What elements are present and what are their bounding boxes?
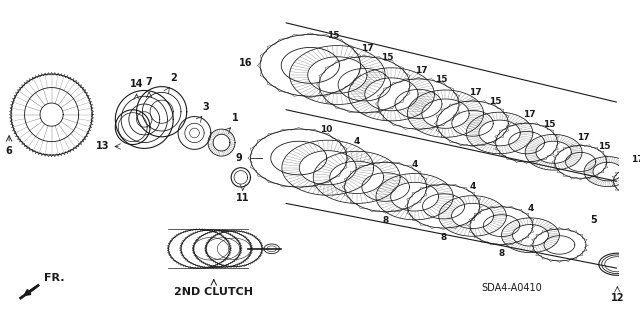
Text: 15: 15 [327,31,340,40]
Text: 8: 8 [499,249,504,258]
Text: 17: 17 [415,66,428,75]
Text: 17: 17 [577,133,590,142]
Text: 9: 9 [236,153,243,163]
Text: 11: 11 [236,193,250,203]
Text: 4: 4 [469,182,476,191]
Text: 4: 4 [527,204,534,213]
Text: FR.: FR. [44,273,65,283]
Text: 5: 5 [590,215,596,225]
Text: 10: 10 [319,125,332,134]
Text: 16: 16 [239,58,252,69]
Text: 17: 17 [361,44,374,53]
Text: 17: 17 [631,155,640,164]
Text: 15: 15 [490,97,502,107]
Text: 4: 4 [353,137,360,146]
Text: 13: 13 [96,141,109,152]
Text: 4: 4 [412,160,418,169]
Text: 17: 17 [469,88,482,97]
Text: 15: 15 [381,53,394,62]
Text: 17: 17 [523,110,536,119]
Text: 12: 12 [611,293,624,303]
Text: 2ND CLUTCH: 2ND CLUTCH [174,287,253,297]
Text: 2: 2 [170,73,177,83]
Text: 14: 14 [130,78,143,89]
Text: 1: 1 [232,113,238,123]
Text: 8: 8 [440,233,447,242]
Text: 8: 8 [383,217,388,226]
Text: 6: 6 [6,145,13,155]
Text: SDA4-A0410: SDA4-A0410 [481,283,542,293]
Text: 15: 15 [598,142,610,151]
Text: 15: 15 [435,75,448,84]
Text: 3: 3 [203,102,209,112]
Text: 7: 7 [146,77,152,87]
Text: 15: 15 [543,120,556,129]
